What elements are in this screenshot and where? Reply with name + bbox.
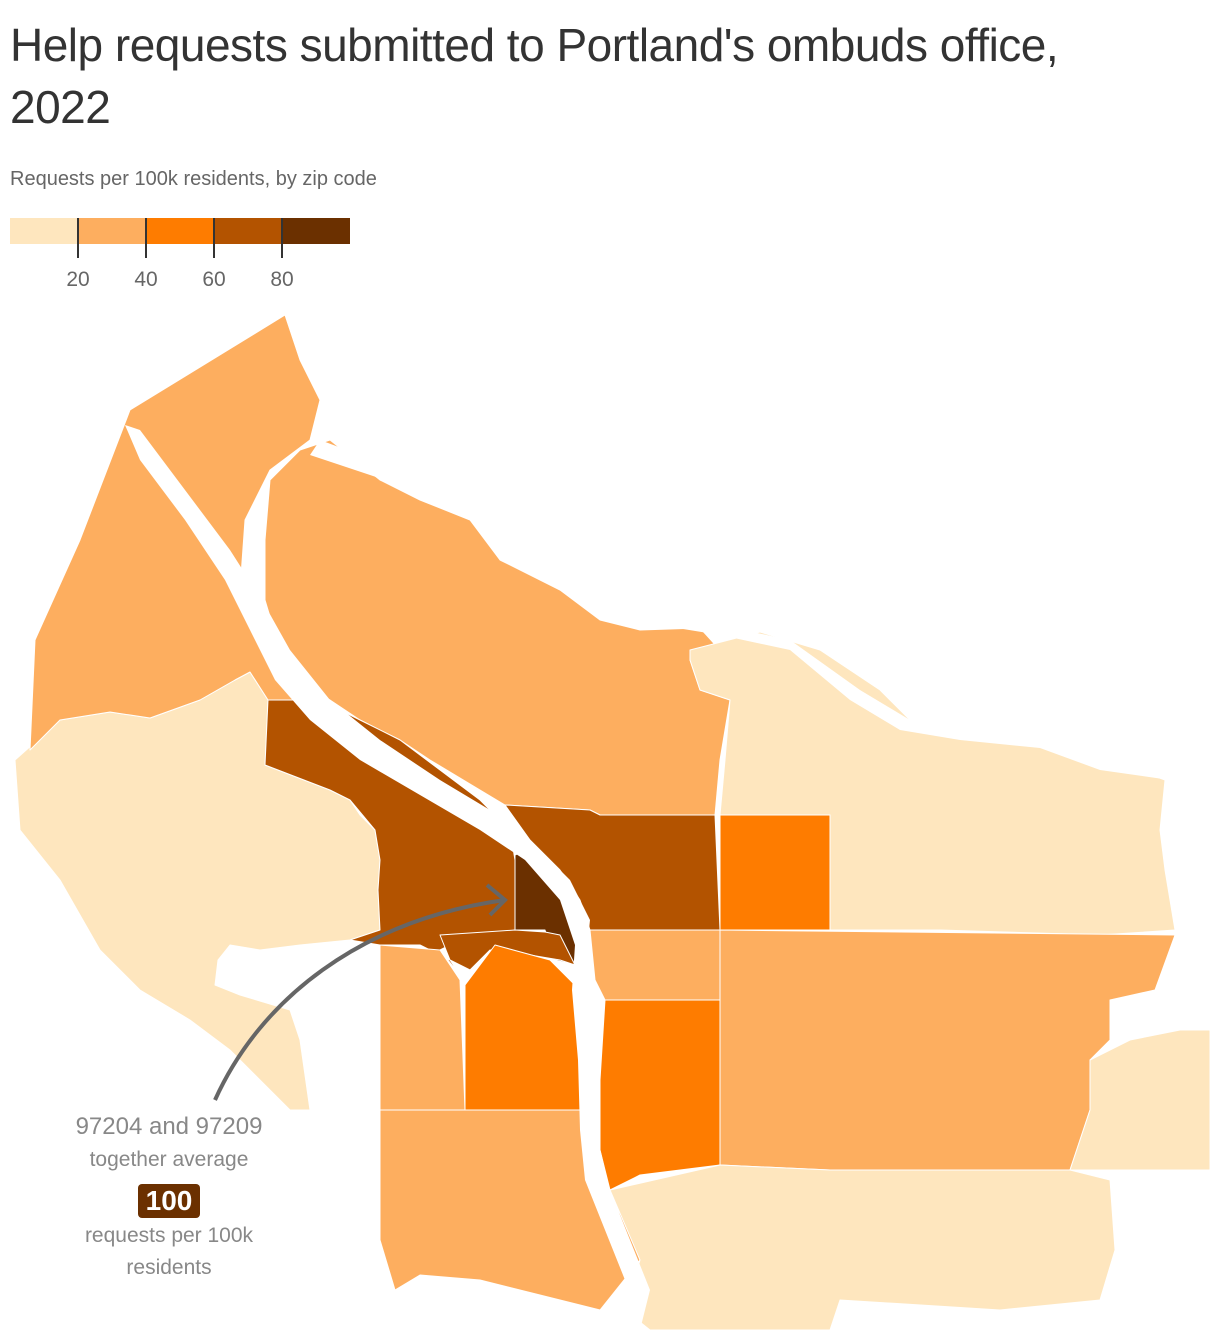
- legend-tick: [145, 218, 147, 258]
- legend-label: 40: [134, 268, 158, 291]
- chart-title: Help requests submitted to Portland's om…: [10, 19, 1059, 133]
- zip-region-northeast: [689, 631, 1176, 936]
- annotation-callout: 97204 and 97209 together average 100 req…: [40, 1110, 298, 1284]
- annotation-value-badge: 100: [137, 1184, 201, 1218]
- arrow-head-icon: [485, 883, 508, 917]
- annotation-units-line1: requests per 100k: [84, 1224, 254, 1247]
- legend-swatch-0: [10, 218, 78, 244]
- zip-region-se-strip: [589, 929, 721, 1001]
- legend-label: 20: [66, 268, 90, 291]
- zip-region-west-sw: [379, 944, 466, 1111]
- annotation-arrow: [213, 898, 506, 1101]
- annotation-units-line2: residents: [126, 1256, 212, 1279]
- chart-subtitle: Requests per 100k residents, by zip code: [10, 168, 377, 190]
- legend-tick: [281, 218, 283, 258]
- zip-region-far-east: [1069, 1029, 1211, 1171]
- color-legend: 20 40 60 80: [10, 218, 350, 291]
- legend-tick: [213, 218, 215, 258]
- zip-region-central-ne: [719, 814, 831, 931]
- columbia-river: [310, 440, 1170, 780]
- zip-region-sw: [464, 944, 591, 1111]
- legend-swatch-4: [282, 218, 350, 244]
- zip-region-nw-core: [264, 699, 516, 976]
- legend-swatch-2: [146, 218, 214, 244]
- zip-region-south-se: [609, 1164, 1116, 1331]
- zip-region-inner-se: [599, 999, 721, 1191]
- legend-label: 60: [202, 268, 226, 291]
- legend-tick: [77, 218, 79, 258]
- legend-swatch-3: [214, 218, 282, 244]
- legend-bar: [10, 218, 350, 244]
- portland-zip-map: [14, 314, 1211, 1331]
- legend-label: 80: [270, 268, 294, 291]
- willamette-river: [125, 425, 650, 1330]
- annotation-together-average: together average: [89, 1148, 249, 1171]
- legend-swatch-1: [78, 218, 146, 244]
- annotation-zip-codes: 97204 and 97209: [75, 1113, 263, 1140]
